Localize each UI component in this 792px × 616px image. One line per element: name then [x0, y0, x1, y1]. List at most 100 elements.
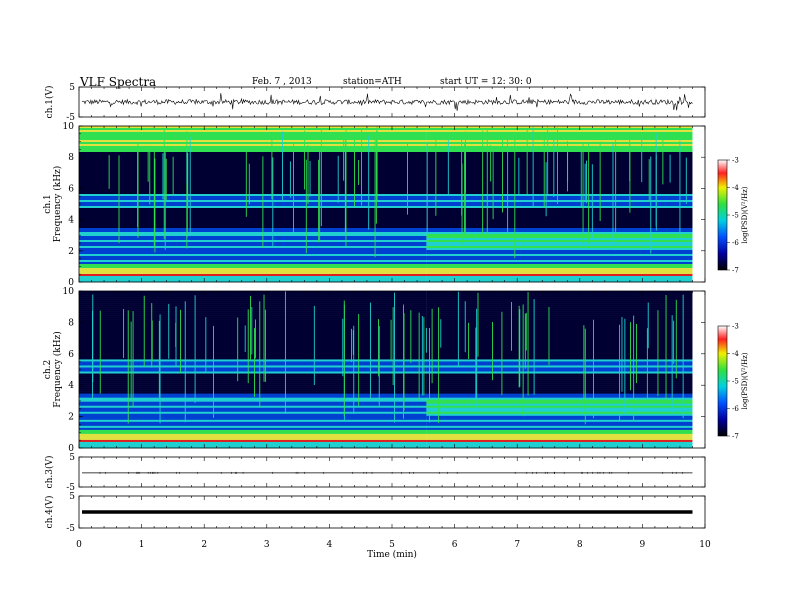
colorbar-tick-label: -4 [732, 184, 739, 192]
spectrogram-row [79, 303, 427, 306]
spectrogram-row [79, 441, 427, 445]
spectrogram-row [426, 154, 693, 157]
spectrogram-row [426, 437, 693, 441]
spectrogram-row [79, 339, 427, 342]
spectrogram-row [79, 276, 427, 279]
colorbar-ch2-scale [717, 325, 728, 437]
spectrogram-row [79, 385, 427, 388]
spectrogram-row [426, 377, 693, 380]
spectrogram-row [426, 260, 693, 263]
y-axis-label-frequency: Frequency (kHz) [52, 331, 63, 408]
spectrogram-row [426, 182, 693, 185]
spectrogram-row [79, 319, 427, 322]
spectrogram-row [426, 407, 693, 411]
spectrogram-row [426, 369, 693, 372]
spectrogram-row [426, 272, 693, 275]
spectrogram-row [79, 184, 427, 187]
spectrogram-row [79, 236, 427, 239]
spectrogram-row [79, 182, 427, 185]
spectrogram-row [426, 184, 693, 187]
spectrogram-row [426, 431, 693, 435]
spectrogram-row [79, 351, 427, 354]
spectrogram-row [79, 357, 427, 360]
spectrogram-row [426, 371, 693, 374]
spectrogram-row [79, 389, 427, 392]
spectrogram-row [426, 176, 693, 179]
x-tick-label: 3 [264, 540, 270, 550]
spectrogram-row [426, 339, 693, 342]
x-tick-label: 2 [201, 540, 207, 550]
spectrogram-row [426, 335, 693, 338]
spectrogram-row [426, 238, 693, 241]
y-axis-label-channel: ch.2 [43, 360, 53, 379]
spectrogram-row [426, 381, 693, 384]
spectrogram-row [79, 363, 427, 366]
spectrogram-row [426, 170, 693, 173]
spectrogram-row [79, 196, 427, 199]
spectrogram-row [79, 415, 427, 419]
spectrogram-row [79, 148, 427, 151]
spectrogram-row [426, 194, 693, 197]
spectrogram-row [426, 190, 693, 193]
spectrogram-row [426, 415, 693, 419]
spectrogram-row [79, 291, 427, 294]
spectrogram-row [79, 130, 427, 133]
spectrogram-row [426, 405, 693, 409]
spectrogram-row [79, 391, 427, 394]
panel-frame [78, 125, 706, 283]
spectrogram-row [426, 138, 693, 141]
spectrogram-row [426, 186, 693, 189]
spectrogram-row [79, 321, 427, 324]
spectrogram-row [79, 170, 427, 173]
spectrogram-row [79, 186, 427, 189]
spectrogram-row [79, 126, 427, 129]
panel-ch1-spectrogram: 0 2 4 6 8 10 ch.1 Frequency (kHz) [43, 122, 706, 288]
colorbar-ch2: -3 -4 -5 -6 -7 log(PSD)(V²/Hz) [717, 323, 749, 441]
colorbar-ch1-scale [717, 159, 728, 271]
spectrogram-row [79, 297, 427, 300]
spectrogram-row [426, 305, 693, 308]
spectrogram-row [426, 280, 693, 283]
spectrogram-row [426, 130, 693, 133]
spectrogram-row [79, 160, 427, 163]
spectrogram-row [426, 321, 693, 324]
spectrogram-row [426, 385, 693, 388]
spectrogram-row [426, 441, 693, 445]
spectrogram-row [426, 208, 693, 211]
panel-frame [78, 495, 706, 529]
spectrogram-row [79, 433, 427, 437]
spectrogram-row [79, 411, 427, 415]
panel-frame [78, 86, 706, 118]
spectrogram-row [426, 443, 693, 447]
spectrogram-row [79, 397, 427, 400]
spectrogram-row [426, 164, 693, 167]
spectrogram-row [426, 341, 693, 344]
spectrogram-row [426, 409, 693, 413]
spectrogram-row [426, 345, 693, 348]
spectrogram-row [426, 146, 693, 149]
spectrogram-row [79, 379, 427, 382]
spectrogram-row [426, 214, 693, 217]
spectrogram-row [79, 266, 427, 269]
spectrogram-row [426, 152, 693, 155]
spectrogram-row [79, 307, 427, 310]
spectrogram-row [426, 387, 693, 390]
spectrogram-row [79, 152, 427, 155]
spectrogram-row [426, 140, 693, 143]
y-tick-label: 4 [68, 216, 74, 226]
spectrogram-row [79, 293, 427, 296]
spectrogram-row [79, 311, 427, 314]
spectrogram-row [79, 220, 427, 223]
spectrogram-row [79, 138, 427, 141]
spectrogram-row [79, 142, 427, 145]
spectrogram-row [79, 299, 427, 302]
spectrogram-row [426, 258, 693, 261]
y-tick-label: -5 [66, 483, 75, 493]
spectrogram-row [79, 202, 427, 205]
spectrogram-row [79, 224, 427, 227]
spectrogram-row [79, 373, 427, 376]
colorbar-tick-label: -7 [732, 433, 739, 441]
spectrogram-row [426, 236, 693, 239]
spectrogram-row [426, 365, 693, 368]
spectrogram-row [426, 421, 693, 425]
